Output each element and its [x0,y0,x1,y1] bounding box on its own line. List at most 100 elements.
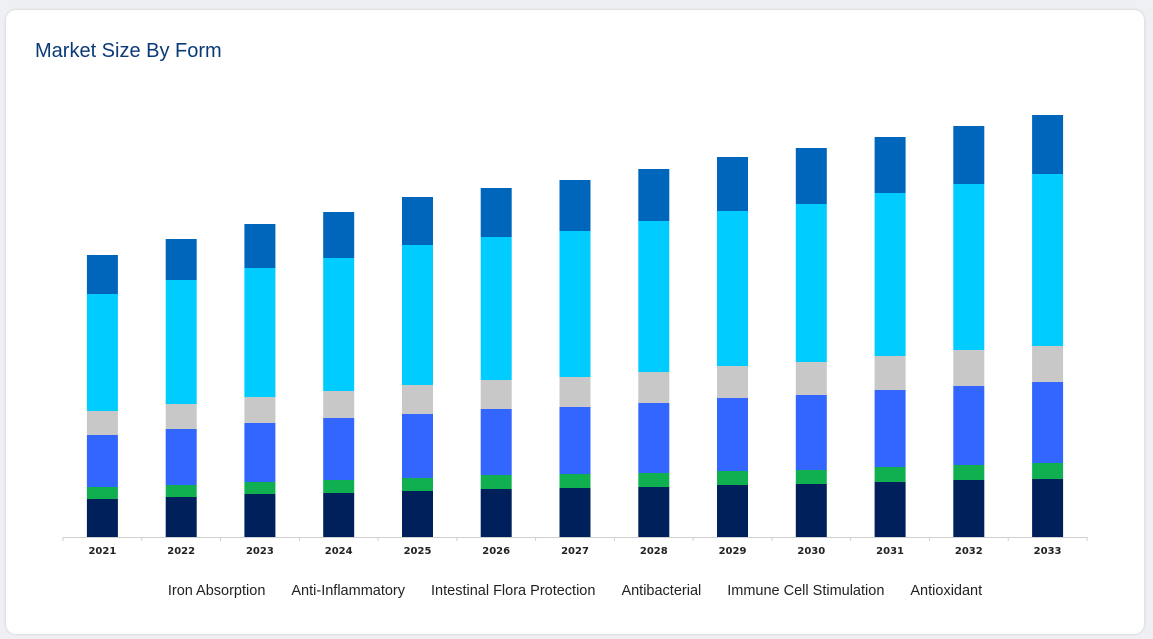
bar-segment[interactable] [717,211,748,366]
bar-segment[interactable] [323,418,355,480]
bar-segment[interactable] [86,294,118,411]
bar-segment[interactable] [244,423,276,482]
bar-segment[interactable] [559,231,591,377]
legend-item[interactable]: Anti-Inflammatory [291,583,406,599]
bar-segment[interactable] [717,485,748,537]
x-tick-label: 2022 [167,546,195,557]
bar-segment[interactable] [86,411,118,435]
bar-segment[interactable] [165,497,197,537]
bar-segment[interactable] [795,204,827,362]
bar-segment[interactable] [323,212,355,258]
bar-segment[interactable] [402,414,433,478]
bar-segment[interactable] [717,157,748,211]
legend-item[interactable]: Antibacterial [621,583,702,599]
bar-segment[interactable] [717,366,748,398]
bar-segment[interactable] [795,395,827,470]
bar-segment[interactable] [1032,479,1064,537]
bar-segment[interactable] [1032,115,1064,174]
bar-segment[interactable] [323,391,355,418]
bar-segment[interactable] [402,197,433,245]
bar-segment[interactable] [953,126,985,184]
bar-segment[interactable] [795,470,827,484]
legend-item[interactable]: Antioxidant [910,583,983,599]
bar-segment[interactable] [795,148,827,204]
bar-segment[interactable] [165,429,197,485]
x-tick-label: 2033 [1034,546,1062,557]
bar-segment[interactable] [323,493,355,537]
bar-segment[interactable] [86,487,118,499]
x-tick-label: 2029 [719,546,747,557]
bar-segment[interactable] [559,474,591,488]
bar-segment[interactable] [559,377,591,407]
bar-segment[interactable] [165,404,197,429]
legend-item[interactable]: Intestinal Flora Protection [431,583,596,599]
bar-segment[interactable] [480,409,512,475]
bar-segment[interactable] [717,398,748,471]
bar-segment[interactable] [874,482,906,537]
bar-segment[interactable] [480,475,512,489]
bar-segment[interactable] [1032,463,1064,479]
bar-segment[interactable] [638,372,670,403]
bar-segment[interactable] [402,491,433,537]
bar-segment[interactable] [638,473,670,487]
bar-segment[interactable] [323,258,355,391]
bar-segment[interactable] [480,489,512,537]
legend-item[interactable]: Immune Cell Stimulation [727,583,885,599]
bar-segment[interactable] [638,221,670,372]
bar-segment[interactable] [874,356,906,390]
bar-segment[interactable] [86,435,118,487]
bar-segment[interactable] [795,484,827,537]
legend-item[interactable]: Iron Absorption [167,583,266,599]
bar-segment[interactable] [1032,346,1064,382]
x-tick-label: 2024 [325,546,353,557]
bar-segment[interactable] [244,482,276,494]
bar-segment[interactable] [244,397,276,423]
chart-card: Market Size By Form 2021 2022 2023 2024 2025… [6,10,1144,634]
bar-segment[interactable] [1032,382,1064,463]
bar-segment[interactable] [323,480,355,493]
x-tick-label: 2026 [482,546,510,557]
x-tick-label: 2021 [88,546,116,557]
bar-segment[interactable] [480,188,512,237]
bar-segment[interactable] [953,386,985,465]
bar-segment[interactable] [638,487,670,537]
x-tick-label: 2025 [404,546,432,557]
bar-segment[interactable] [874,193,906,356]
x-tick-label: 2027 [561,546,589,557]
bar-segment[interactable] [480,380,512,409]
bar-segment[interactable] [165,280,197,404]
bar-segment[interactable] [402,385,433,414]
bar-segment[interactable] [86,499,118,537]
bar-segment[interactable] [559,407,591,474]
bar-segment[interactable] [86,255,118,294]
bar-segment[interactable] [874,467,906,482]
bar-segment[interactable] [953,465,985,480]
bar-segment[interactable] [559,488,591,537]
x-tick-label: 2031 [876,546,904,557]
bar-segment[interactable] [874,390,906,467]
bar-segment[interactable] [953,350,985,386]
bar-segment[interactable] [953,184,985,350]
bar-segment[interactable] [559,180,591,231]
bar-segment[interactable] [244,268,276,397]
bar-segment[interactable] [165,485,197,497]
bar-segment[interactable] [638,403,670,473]
bar-segment[interactable] [402,245,433,385]
bar-segment[interactable] [953,480,985,537]
bar-segment[interactable] [1032,174,1064,346]
stacked-bar-chart: 2021 2022 2023 2024 2025 2026 2027 2028 2029 2030… [62,115,1088,557]
bar-segment[interactable] [244,224,276,268]
chart-title: Market Size By Form [35,40,222,62]
bar-segment[interactable] [244,494,276,537]
bar-segment[interactable] [795,362,827,395]
bar-segment[interactable] [402,478,433,491]
chart-legend: Iron Absorption Anti-Inflammatory Intestin… [6,583,1144,599]
x-tick-label: 2032 [955,546,983,557]
bar-segment[interactable] [717,471,748,485]
bar-segment[interactable] [480,237,512,380]
x-tick-label: 2030 [797,546,825,557]
x-tick-label: 2028 [640,546,668,557]
bar-segment[interactable] [638,169,670,221]
bar-segment[interactable] [165,239,197,280]
bar-segment[interactable] [874,137,906,193]
